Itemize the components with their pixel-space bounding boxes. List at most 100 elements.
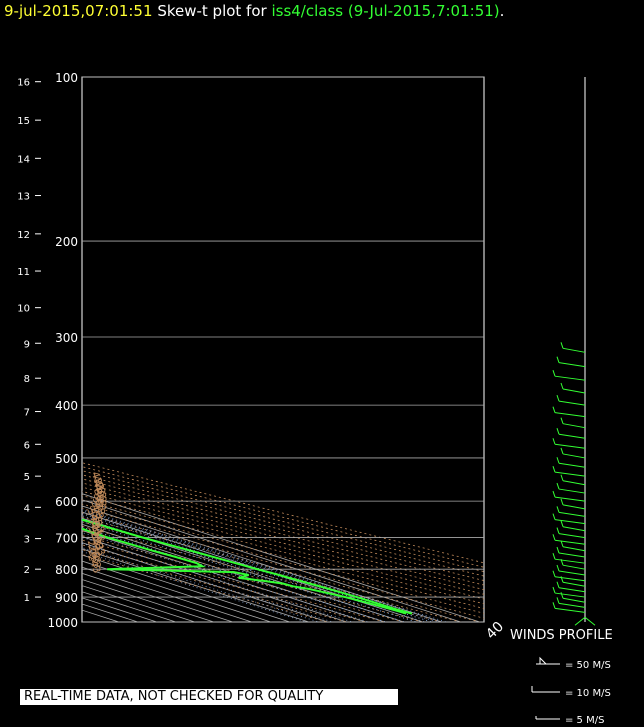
axis-labels: 1002003004005006007008009001000123456789…	[17, 71, 507, 643]
wind-barb-staff	[558, 533, 586, 539]
height-tick-label: 14	[17, 154, 30, 165]
height-tick-label: 3	[24, 535, 30, 546]
title-station: iss4/class (9-Jul-2015,7:01:51)	[271, 2, 500, 20]
isotherm-line	[82, 585, 197, 622]
pressure-tick-label: 900	[55, 591, 78, 605]
wind-barb-feather	[560, 592, 564, 599]
height-tick-label: 15	[17, 116, 30, 127]
wind-legend-5: = 5 M/S	[565, 715, 605, 726]
chart-title: 9-jul-2015,07:01:51 Skew-t plot for iss4…	[4, 2, 504, 20]
wind-barb-feather	[556, 482, 560, 490]
wind-barb-feather	[556, 546, 560, 554]
pressure-tick-label: 700	[55, 532, 78, 546]
height-tick-label: 10	[17, 304, 30, 315]
isotherm-line	[82, 591, 178, 622]
wind-barb-feather	[560, 559, 564, 566]
dry-adiabat-line	[82, 474, 484, 577]
wind-barb-staff	[584, 616, 596, 626]
dry-adiabat-line	[82, 516, 482, 622]
wind-barb-staff	[562, 597, 586, 603]
wind-barb-staff	[558, 400, 586, 406]
dry-adiabat-line	[82, 482, 484, 586]
dry-adiabat-line	[82, 512, 484, 619]
pressure-tick-label: 600	[55, 495, 78, 509]
wind-barb-feather	[560, 447, 564, 455]
pressure-tick-label: 1000	[47, 616, 78, 630]
wind-barb-feather	[556, 356, 560, 363]
temperature-trace	[82, 518, 413, 615]
height-tick-label: 4	[24, 503, 30, 514]
height-tick-label: 9	[24, 339, 30, 350]
wind-barb-staff	[558, 462, 586, 468]
pressure-tick-label: 200	[55, 235, 78, 249]
isotherm-line	[82, 536, 349, 622]
legend-barb-5	[535, 716, 560, 720]
wind-barb-feather	[556, 394, 560, 402]
wind-barb-feather	[552, 406, 556, 413]
dry-adiabat-line	[82, 508, 484, 614]
mixing-ratio-line	[82, 542, 334, 622]
wind-barb-staff	[554, 443, 586, 449]
wind-barb-staff	[554, 412, 586, 418]
pressure-tick-label: 300	[55, 331, 78, 345]
mixing-ratio-line	[82, 532, 370, 622]
wind-barb-staff	[558, 362, 586, 368]
wind-barb-staff	[562, 453, 586, 459]
isotherm-line	[82, 523, 387, 622]
wind-barb-feather	[560, 382, 564, 390]
wind-barb-staff	[558, 433, 586, 439]
quality-disclaimer: REAL-TIME DATA, NOT CHECKED FOR QUALITY	[20, 689, 398, 705]
wind-barb-staff	[554, 375, 586, 381]
mixing-ratio-line	[82, 547, 320, 622]
isotherm-right-label: 40	[483, 619, 507, 643]
pressure-tick-label: 100	[55, 71, 78, 85]
wind-barb-staff	[554, 519, 586, 525]
wind-barb-staff	[562, 546, 586, 552]
isotherm-line	[82, 505, 444, 622]
wind-legend-10: = 10 M/S	[565, 688, 611, 699]
wind-barb-feather	[552, 602, 556, 609]
wind-barb-feather	[552, 490, 556, 498]
wind-barb-staff	[574, 616, 586, 626]
wind-barb-staff	[558, 511, 586, 517]
wind-legend-50: = 50 M/S	[565, 660, 611, 671]
wind-barb-staff	[554, 576, 586, 582]
wind-barb-feather	[552, 465, 556, 473]
wind-barb-staff	[558, 570, 586, 576]
pressure-tick-label: 500	[55, 452, 78, 466]
wind-barb-staff	[562, 388, 586, 394]
wind-barb-staff	[558, 602, 586, 608]
height-tick-label: 12	[17, 230, 30, 241]
isobar-lines	[82, 76, 484, 623]
height-tick-label: 16	[17, 78, 30, 89]
wind-barb-staff	[558, 488, 586, 494]
wind-barb-feather	[552, 570, 556, 577]
wind-barb-staff	[562, 526, 586, 532]
height-tick-label: 6	[24, 440, 30, 451]
wind-barb-feather	[556, 597, 560, 604]
wind-barb-feather	[560, 520, 564, 527]
wind-barb-staff	[554, 607, 586, 613]
isotherm-line	[82, 499, 463, 622]
dry-adiabat-line	[82, 462, 484, 564]
title-period: .	[499, 2, 505, 20]
wind-barb-feather	[556, 457, 560, 464]
mixing-ratio-line	[82, 536, 354, 622]
height-tick-label: 13	[17, 192, 30, 203]
wind-barb-feather	[552, 534, 556, 541]
wind-barb-staff	[558, 552, 586, 558]
legend-barb-10	[531, 686, 560, 693]
wind-barb-feather	[556, 506, 560, 513]
wind-barb-staff	[562, 480, 586, 486]
height-tick-label: 7	[24, 408, 30, 419]
wind-barb-staff	[562, 347, 586, 353]
height-tick-label: 2	[24, 565, 30, 576]
wind-barb-staff	[554, 496, 586, 502]
dewpoint-trace	[82, 527, 407, 615]
height-tick-label: 5	[24, 472, 30, 483]
height-tick-label: 8	[24, 374, 30, 385]
wind-barb-feather	[560, 342, 564, 349]
isotherm-line	[82, 511, 425, 622]
wind-barb-feather	[560, 540, 564, 547]
